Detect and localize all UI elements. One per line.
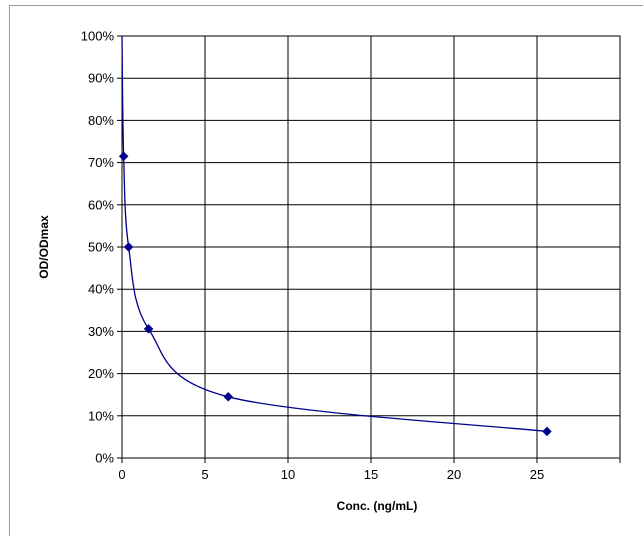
data-point-diamond bbox=[223, 391, 234, 402]
y-axis-ticks: 0% 10% 20% 30% 40% 50% 60% 70% 80% 90% 100% bbox=[81, 29, 122, 466]
data-point-diamond bbox=[118, 151, 129, 162]
chart-frame bbox=[9, 5, 643, 536]
gridlines bbox=[122, 36, 620, 458]
y-axis-title: OD/ODmax bbox=[37, 215, 51, 279]
x-tick-label: 25 bbox=[530, 467, 544, 482]
x-tick-label: 5 bbox=[201, 467, 208, 482]
series-points bbox=[118, 151, 552, 437]
x-tick-label: 20 bbox=[447, 467, 461, 482]
y-tick-label: 10% bbox=[88, 408, 114, 423]
data-point-diamond bbox=[143, 324, 154, 334]
y-tick-label: 40% bbox=[88, 282, 114, 297]
x-tick-label: 15 bbox=[364, 467, 378, 482]
y-tick-label: 90% bbox=[88, 71, 114, 86]
y-tick-label: 80% bbox=[88, 113, 114, 128]
y-tick-label: 60% bbox=[88, 197, 114, 212]
y-tick-label: 50% bbox=[88, 240, 114, 255]
x-axis-title: Conc. (ng/mL) bbox=[337, 499, 418, 513]
x-tick-label: 0 bbox=[118, 467, 125, 482]
y-tick-label: 30% bbox=[88, 324, 114, 339]
data-point-diamond bbox=[123, 242, 134, 252]
y-tick-label: 0% bbox=[95, 451, 114, 466]
x-axis-ticks: 0 5 10 15 20 25 bbox=[118, 458, 621, 482]
x-tick-label: 10 bbox=[281, 467, 295, 482]
y-tick-label: 100% bbox=[81, 29, 115, 44]
y-tick-label: 70% bbox=[88, 155, 114, 170]
y-tick-label: 20% bbox=[88, 366, 114, 381]
data-point-diamond bbox=[542, 426, 552, 437]
